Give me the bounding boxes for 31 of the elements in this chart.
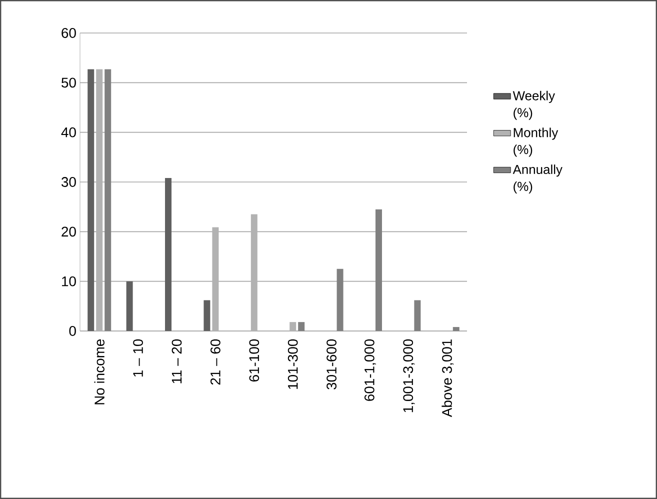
y-tick-label: 20 (62, 226, 76, 237)
y-tick-label: 0 (69, 326, 76, 336)
x-tick-label: No income (94, 339, 104, 404)
y-tick-label: 10 (62, 276, 76, 286)
x-tick-label: 11 – 20 (172, 339, 182, 384)
legend-label: Weekly (%) (512, 90, 556, 120)
y-tick-label: 30 (61, 177, 76, 187)
bar (104, 69, 112, 331)
x-tick-label: 1,001-3,000 (403, 339, 415, 412)
legend-label: Annually (%) (512, 164, 562, 194)
y-tick-label: 60 (62, 28, 76, 38)
bar (88, 69, 94, 331)
bar (204, 300, 210, 331)
bar (290, 322, 296, 331)
x-tick-label: Above 3,001 (442, 339, 454, 418)
bar (165, 178, 172, 331)
bar (126, 281, 133, 331)
x-tick-label: 1 – 10 (133, 339, 143, 376)
bar (298, 322, 305, 331)
bar (452, 327, 460, 331)
bar (336, 268, 344, 331)
bar (375, 209, 382, 331)
x-tick-label: 601-1,000 (364, 339, 376, 401)
x-tick-label: 61-100 (249, 339, 260, 382)
legend-label: Monthly (%) (514, 128, 558, 157)
x-tick-label: 101-300 (288, 339, 298, 389)
bar (414, 300, 421, 331)
x-tick-label: 301-600 (326, 339, 336, 390)
x-tick-label: 21 – 60 (210, 339, 220, 385)
y-tick-label: 50 (62, 78, 76, 88)
y-tick-label: 40 (61, 127, 76, 138)
